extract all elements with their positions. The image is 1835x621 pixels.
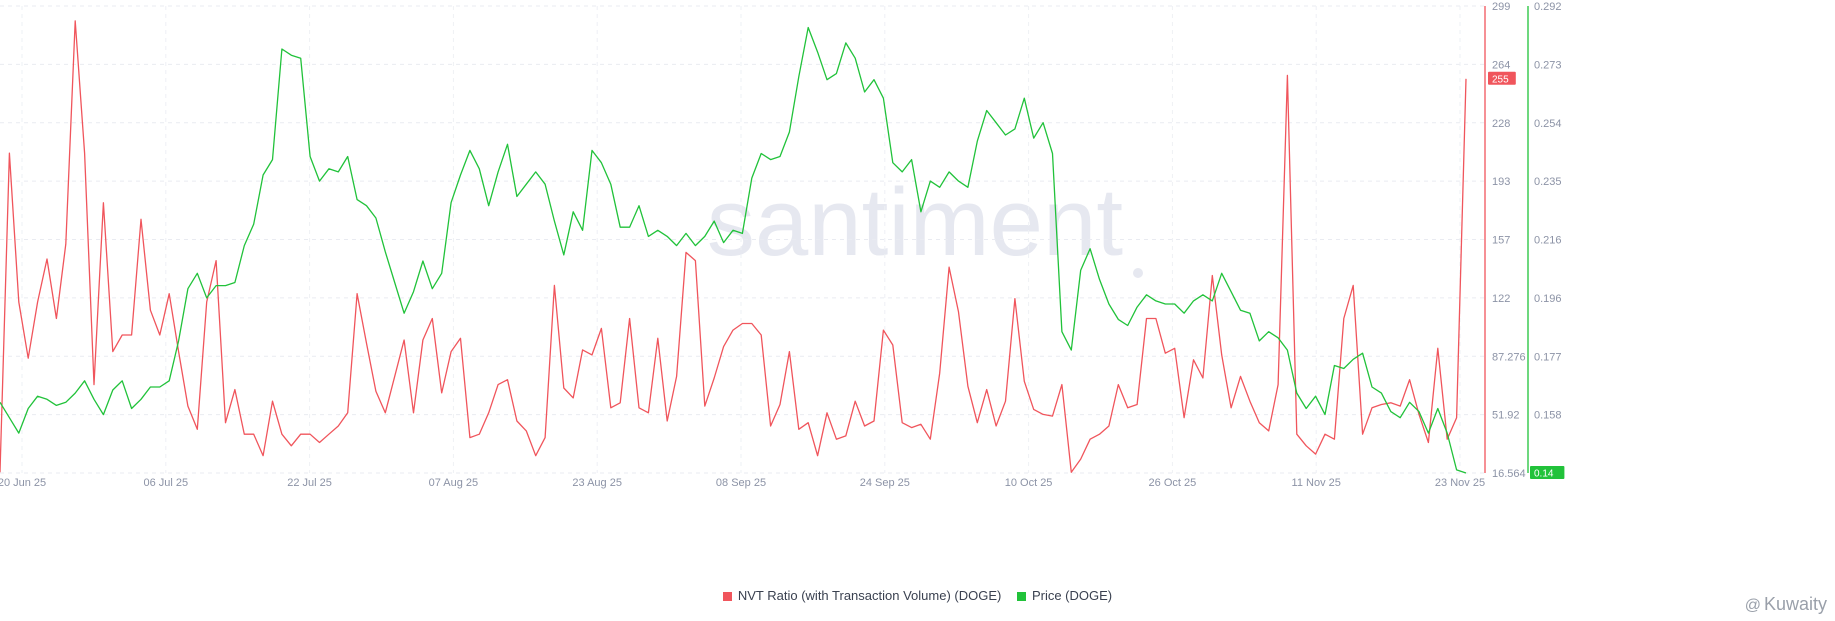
axes-layer: 20 Jun 25 06 Jul 25 22 Jul 25 07 Aug 25 23 A… (0, 1, 1565, 489)
santiment-watermark: santiment (707, 169, 1123, 276)
right-axis-tick: 0.216 (1534, 235, 1562, 247)
x-tick-label: 07 Aug 25 (429, 477, 479, 489)
right-axis-tick: 0.254 (1534, 118, 1562, 130)
chart-grid (0, 5, 1488, 474)
right-axis-tick: 0.196 (1534, 293, 1562, 305)
brand-label: Kuwaity (1763, 594, 1827, 614)
nvt-ratio-line (0, 20, 1467, 473)
x-tick-label: 24 Sep 25 (860, 477, 910, 489)
x-tick-label: 08 Sep 25 (716, 477, 766, 489)
right-axis-tick: 0.292 (1534, 1, 1562, 13)
series-layer (0, 20, 1467, 474)
x-tick-label: 10 Oct 25 (1005, 477, 1053, 489)
price-line (0, 26, 1467, 474)
watermark-dot (1133, 268, 1143, 278)
nvt-current-badge-bg (1488, 71, 1516, 85)
x-tick-label: 23 Nov 25 (1435, 477, 1485, 489)
left-axis-tick: 193 (1492, 176, 1510, 188)
right-axis-tick: 0.273 (1534, 59, 1562, 71)
left-axis-tick: 122 (1492, 293, 1510, 305)
x-tick-label: 26 Oct 25 (1149, 477, 1197, 489)
x-tick-label: 06 Jul 25 (143, 477, 188, 489)
price-current-badge-bg (1530, 466, 1565, 479)
price-current-badge: 0.14 (1534, 469, 1554, 480)
x-tick-label: 22 Jul 25 (287, 477, 332, 489)
chart-legend: NVT Ratio (with Transaction Volume) (DOG… (0, 588, 1835, 603)
nvt-legend-swatch (722, 592, 732, 601)
right-axis-tick: 0.158 (1534, 410, 1562, 422)
x-tick-label: 20 Jun 25 (0, 477, 46, 489)
at-icon: @ (1744, 597, 1761, 614)
left-axis-tick: 51.92 (1492, 410, 1520, 422)
right-axis-tick: 0.177 (1534, 351, 1562, 363)
left-axis-tick: 228 (1492, 118, 1510, 130)
legend-item-nvt[interactable]: NVT Ratio (with Transaction Volume) (DOG… (722, 588, 1002, 603)
left-axis-tick: 299 (1492, 1, 1510, 13)
left-axis-tick: 87.276 (1492, 351, 1526, 363)
left-axis-tick: 16.564 (1492, 468, 1526, 480)
nvt-legend-label: NVT Ratio (with Transaction Volume) (DOG… (737, 588, 1002, 603)
price-legend-label: Price (DOGE) (1031, 588, 1113, 603)
left-axis-tick: 264 (1492, 59, 1510, 71)
price-legend-swatch (1016, 592, 1026, 601)
left-axis-tick: 157 (1492, 235, 1510, 247)
right-axis-tick: 0.235 (1534, 176, 1562, 188)
nvt-current-badge: 255 (1492, 74, 1509, 85)
x-tick-label: 11 Nov 25 (1292, 477, 1341, 489)
legend-item-price[interactable]: Price (DOGE) (1016, 588, 1113, 603)
x-tick-label: 23 Aug 25 (572, 477, 622, 489)
brand-mark: @ Kuwaity (1745, 594, 1827, 615)
